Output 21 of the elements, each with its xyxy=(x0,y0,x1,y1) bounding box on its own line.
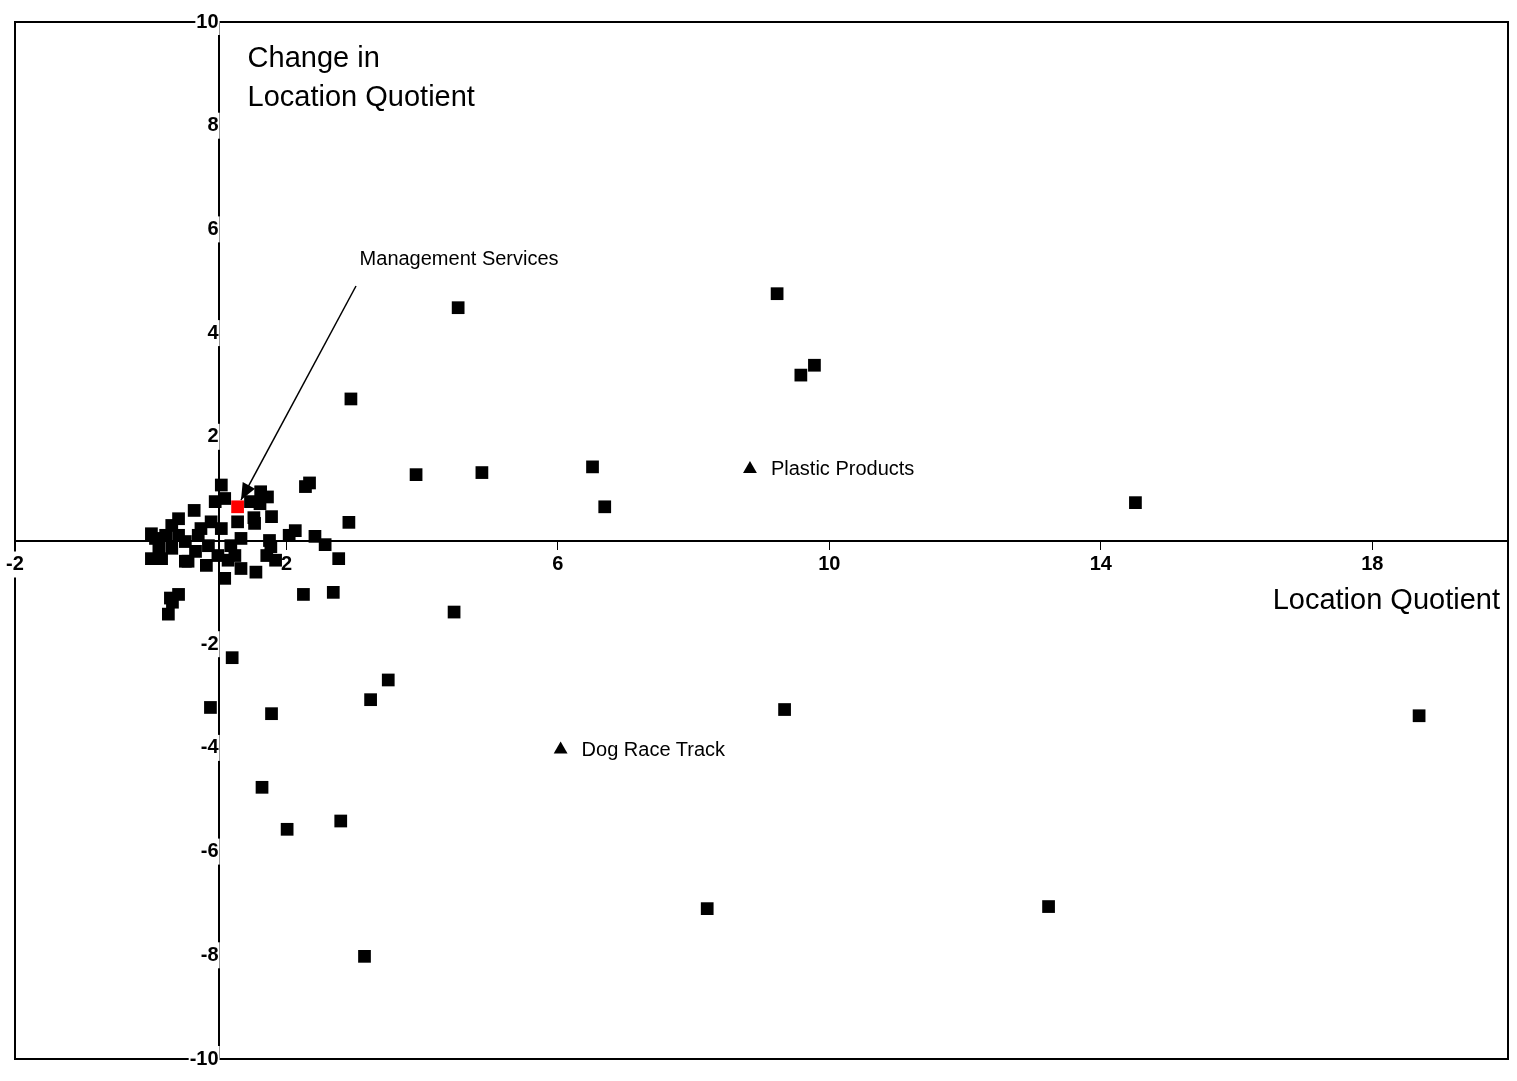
y-tick-label: 10 xyxy=(196,9,219,32)
annotation: Plastic Products xyxy=(770,457,915,480)
y-tick-label: -2 xyxy=(200,631,219,654)
annotation: Management Services xyxy=(359,247,559,270)
y-tick-label: -6 xyxy=(200,839,219,862)
y-tick-label: 6 xyxy=(207,216,219,239)
y-tick-label: 2 xyxy=(207,424,219,447)
y-axis-title: Change in Location Quotient xyxy=(247,40,475,112)
x-tick-label: 18 xyxy=(1361,552,1384,575)
y-tick-label: 8 xyxy=(207,113,219,136)
y-tick-label: -10 xyxy=(189,1046,219,1069)
x-tick-label: 14 xyxy=(1089,552,1113,575)
x-tick-label: 6 xyxy=(552,552,564,575)
x-axis-title: Location Quotient xyxy=(1272,582,1500,615)
x-tick-label: 2 xyxy=(280,552,293,575)
y-tick-label: 4 xyxy=(207,320,220,343)
x-tick-label: 10 xyxy=(818,552,841,575)
annotation: Dog Race Track xyxy=(581,737,727,760)
x-tick-label: -2 xyxy=(6,552,24,575)
y-tick-label: -4 xyxy=(200,735,220,758)
y-tick-label: -8 xyxy=(200,942,219,965)
